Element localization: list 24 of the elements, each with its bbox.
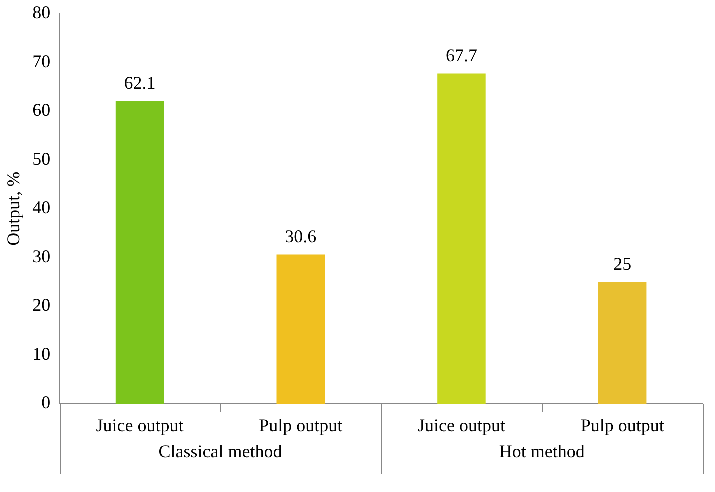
x-tick-label: Pulp output [580,416,664,436]
bar [438,74,486,404]
data-label: 67.7 [446,46,478,66]
data-label: 30.6 [285,226,317,246]
x-tick-label: Juice output [418,416,506,436]
y-tick-label: 40 [32,198,51,218]
y-tick-label: 30 [32,246,51,266]
y-tick-label: 20 [32,295,51,316]
bar [116,101,164,404]
y-tick-label: 80 [32,2,51,23]
text: Hot method [499,442,585,462]
text: Classical method [158,442,282,462]
y-tick-label: 50 [32,148,51,169]
data-label: 62.1 [124,72,156,93]
y-axis-title: Output, % [4,172,24,246]
data-label: 25 [614,254,632,274]
y-tick-label: 10 [32,344,51,364]
y-tick-label: 70 [32,51,51,72]
y-tick-label: 60 [32,100,51,120]
bar [598,282,647,404]
x-tick-label: Juice output [96,416,184,436]
x-tick-label: Pulp output [259,416,343,436]
bar [276,254,326,404]
y-tick-label: 0 [42,392,51,413]
